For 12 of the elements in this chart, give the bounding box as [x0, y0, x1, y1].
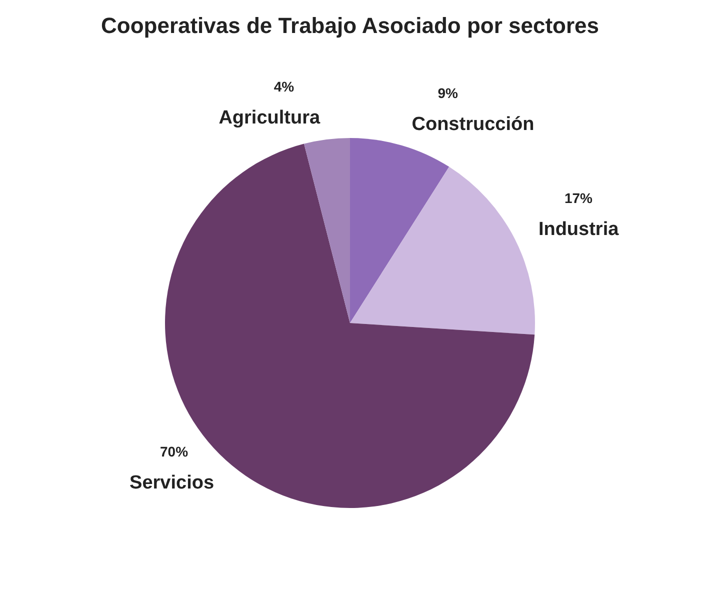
- data-label: 70%: [160, 443, 189, 460]
- pie-slice: [350, 166, 535, 335]
- data-label: 9%: [438, 85, 459, 102]
- chart-title: Cooperativas de Trabajo Asociado por sectores: [100, 13, 600, 38]
- pie-slice: [304, 138, 350, 323]
- pie-slice: [350, 138, 450, 323]
- slice-label: Servicios: [130, 472, 214, 494]
- slice-label: Industria: [538, 219, 620, 240]
- data-label: 17%: [564, 190, 594, 206]
- data-label: 4%: [274, 78, 295, 95]
- slice-label: Construcción: [412, 114, 534, 136]
- slice-label: Agricultura: [218, 108, 320, 129]
